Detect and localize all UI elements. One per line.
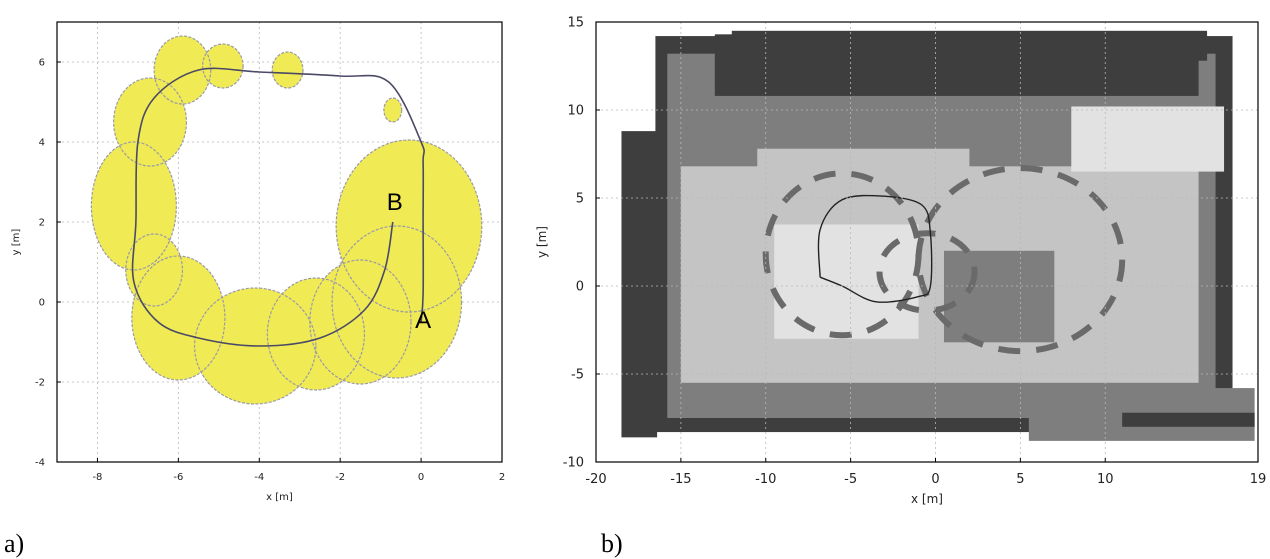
x-tick-label: -6 [173, 472, 183, 483]
uncertainty-ellipse-edge [193, 287, 317, 405]
robot-path-b [817, 194, 933, 303]
y-tick-label: 10 [567, 104, 584, 119]
map-region [1071, 106, 1225, 172]
map-region [943, 250, 1055, 343]
annotation-label: B [387, 189, 403, 216]
y-tick-label: 5 [576, 192, 584, 207]
robot-path-a [131, 67, 425, 347]
x-tick-label: 10 [1097, 472, 1114, 487]
y-tick-label: -10 [563, 456, 584, 471]
uncertainty-ellipse-edge [113, 77, 188, 167]
x-tick-label: -15 [670, 472, 691, 487]
map-region [1122, 412, 1255, 427]
obstacle-arc [915, 165, 1126, 355]
grid-b [595, 21, 1259, 463]
y-tick-label: 6 [39, 58, 45, 69]
x-tick-label: -8 [92, 472, 102, 483]
x-axis-label-b: x [m] [911, 492, 943, 506]
chart-panel-b: -20 -15 -10 -5 0 5 10 19 -10 -5 0 5 10 15 x [m] y [m… [535, 16, 1266, 558]
obstacle-arcs [762, 165, 1126, 355]
occupancy-map-regions [621, 30, 1255, 441]
y-tick-label: -4 [35, 458, 45, 469]
y-tick-labels-a: -4 -2 0 2 4 6 [35, 58, 45, 469]
x-tick-label: 5 [1016, 472, 1024, 487]
uncertainty-ellipse [272, 52, 303, 88]
x-tick-label: 19 [1250, 472, 1267, 487]
uncertainty-ellipse-edge [331, 225, 463, 379]
uncertainty-ellipse-edge [153, 35, 212, 105]
uncertainty-ellipse-edge [125, 233, 184, 307]
uncertainty-ellipse-edge [383, 97, 403, 123]
obstacle-arc [876, 230, 978, 314]
x-tick-label: 2 [499, 472, 505, 483]
uncertainty-ellipse-edge [335, 139, 483, 313]
map-region [757, 148, 970, 225]
map-content-a: BA [90, 35, 483, 405]
x-tick-label: 0 [931, 472, 939, 487]
uncertainty-ellipse-edge [309, 259, 412, 385]
x-tick-label: -20 [585, 472, 606, 487]
panel-label-a: a) [4, 529, 24, 558]
y-tick-label: 0 [576, 280, 584, 295]
uncertainty-ellipse-edge [271, 51, 304, 89]
uncertainty-ellipse [202, 44, 244, 88]
x-tick-label: -5 [844, 472, 857, 487]
panel-label-b: b) [601, 529, 623, 558]
map-content-b [621, 30, 1255, 441]
x-tick-label: -4 [254, 472, 264, 483]
y-tick-label: 0 [39, 298, 45, 309]
y-tick-label: -5 [571, 368, 584, 383]
x-tick-labels-a: -8 -6 -4 -2 0 2 [92, 472, 505, 483]
y-tick-label: 4 [39, 138, 45, 149]
x-tick-label: 0 [418, 472, 424, 483]
uncertainty-ellipse-edge [131, 255, 226, 381]
x-tick-label: -2 [335, 472, 345, 483]
x-tick-label: -10 [755, 472, 776, 487]
y-axis-label-b: y [m] [535, 226, 549, 258]
x-axis-label-a: x [m] [266, 492, 293, 503]
y-tick-label: 2 [39, 218, 45, 229]
axes-frame-b [595, 21, 1259, 463]
y-axis-label-a: y [m] [11, 229, 22, 256]
annotation-label: A [415, 307, 431, 334]
path-annotations: BA [387, 189, 431, 334]
axes-frame-a [56, 21, 503, 463]
map-region [621, 131, 658, 438]
y-tick-labels-b: -10 -5 0 5 10 15 [563, 16, 584, 471]
y-tick-label: -2 [35, 378, 45, 389]
map-region [731, 30, 1208, 61]
x-tick-labels-b: -20 -15 -10 -5 0 5 10 19 [585, 472, 1266, 487]
uncertainty-ellipse-edge [266, 277, 366, 391]
ellipse-outlines [90, 35, 483, 405]
uncertainty-ellipse [383, 98, 402, 122]
uncertainty-ellipse-edge [90, 141, 177, 271]
uncertainty-ellipse [336, 140, 482, 312]
y-tick-label: 15 [567, 16, 584, 31]
uncertainty-ellipse-edge [202, 43, 244, 89]
